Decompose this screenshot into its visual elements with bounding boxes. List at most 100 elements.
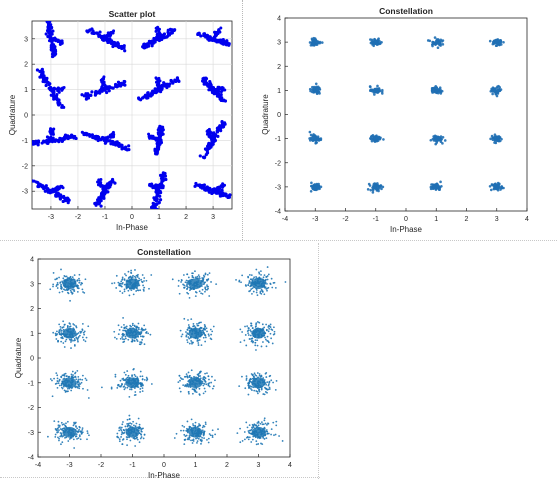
- data-point: [265, 275, 268, 278]
- data-point: [496, 136, 500, 139]
- data-point: [183, 426, 186, 428]
- data-point: [204, 153, 208, 157]
- data-point: [248, 424, 251, 427]
- x-tick-label: -4: [282, 216, 288, 223]
- data-point: [253, 389, 256, 392]
- data-point: [100, 386, 103, 389]
- data-point: [117, 44, 121, 48]
- data-point: [141, 45, 145, 49]
- constellation-chart-bottom: -4 -3 -2 -1 0 1 2 3 4-4-3-2-101234ConstellationI…: [14, 247, 292, 480]
- data-point: [121, 292, 124, 294]
- data-point: [150, 383, 153, 385]
- data-point: [197, 322, 200, 325]
- x-tick-label: 0: [404, 216, 408, 223]
- constellation-panel-top: -4 -3 -2 -1 0 1 2 3 4 -4 -3 -2 -1 0 1 2 3 4 Constellation I…: [245, 0, 557, 240]
- data-point: [90, 133, 95, 137]
- data-point: [127, 422, 130, 425]
- data-point: [496, 39, 500, 43]
- data-point: [110, 30, 114, 34]
- data-point: [258, 271, 260, 274]
- symbol-cluster: [489, 133, 503, 145]
- data-point: [207, 134, 211, 138]
- data-point: [211, 187, 215, 191]
- data-point: [266, 278, 269, 281]
- data-point: [255, 390, 258, 392]
- data-point: [211, 436, 214, 438]
- data-point: [260, 273, 262, 276]
- data-point: [49, 93, 53, 97]
- data-point: [439, 180, 442, 184]
- data-point: [194, 389, 197, 392]
- data-point: [435, 137, 438, 141]
- data-point: [212, 325, 215, 328]
- data-point: [143, 343, 146, 346]
- data-point: [208, 295, 211, 297]
- data-point: [109, 134, 113, 138]
- data-point: [186, 341, 189, 344]
- data-point: [153, 40, 157, 44]
- symbol-cluster: [171, 270, 218, 299]
- data-point: [226, 195, 230, 200]
- data-point: [74, 372, 76, 375]
- data-point: [44, 184, 48, 188]
- data-point: [208, 378, 210, 381]
- data-point: [262, 276, 265, 279]
- data-point: [49, 127, 53, 131]
- y-tick-label: 3: [277, 40, 281, 47]
- data-point: [375, 88, 379, 91]
- data-point: [58, 323, 61, 326]
- data-point: [273, 330, 276, 333]
- data-point: [48, 33, 52, 37]
- data-point: [129, 439, 132, 442]
- data-point: [131, 322, 134, 325]
- data-point: [133, 373, 136, 376]
- data-point: [489, 137, 492, 141]
- data-point: [104, 36, 108, 40]
- data-point: [208, 433, 211, 435]
- data-point: [147, 132, 151, 136]
- data-point: [377, 187, 381, 190]
- data-point: [76, 337, 79, 340]
- data-point: [203, 430, 206, 433]
- data-point: [77, 336, 80, 338]
- data-point: [125, 274, 127, 277]
- data-point: [314, 183, 317, 187]
- data-point: [317, 185, 320, 189]
- data-point: [217, 28, 221, 32]
- x-tick-label: 4: [288, 462, 292, 469]
- data-point: [156, 192, 160, 197]
- data-point: [120, 280, 123, 283]
- data-point: [78, 428, 80, 431]
- data-point: [123, 290, 126, 293]
- data-point: [202, 384, 205, 387]
- data-point: [113, 282, 116, 284]
- data-point: [188, 375, 191, 377]
- data-point: [49, 138, 53, 142]
- data-point: [115, 287, 118, 289]
- data-point: [204, 273, 207, 276]
- data-point: [216, 134, 220, 138]
- data-point: [263, 427, 266, 430]
- data-point: [210, 191, 214, 196]
- data-point: [80, 381, 83, 384]
- data-point: [127, 144, 131, 148]
- data-point: [83, 333, 86, 336]
- data-point: [43, 189, 47, 193]
- data-point: [431, 42, 435, 46]
- data-point: [180, 429, 182, 432]
- data-point: [60, 287, 62, 290]
- data-point: [58, 276, 60, 279]
- data-point: [218, 192, 222, 196]
- data-point: [135, 338, 138, 341]
- data-point: [122, 377, 125, 380]
- data-point: [244, 334, 247, 336]
- data-point: [246, 426, 249, 429]
- data-point: [59, 87, 63, 91]
- data-point: [211, 375, 213, 378]
- x-tick-label: 3: [257, 462, 261, 469]
- data-point: [188, 392, 190, 395]
- symbol-cluster: [80, 75, 127, 101]
- data-point: [60, 332, 63, 334]
- data-point: [495, 94, 499, 98]
- data-point: [218, 190, 222, 194]
